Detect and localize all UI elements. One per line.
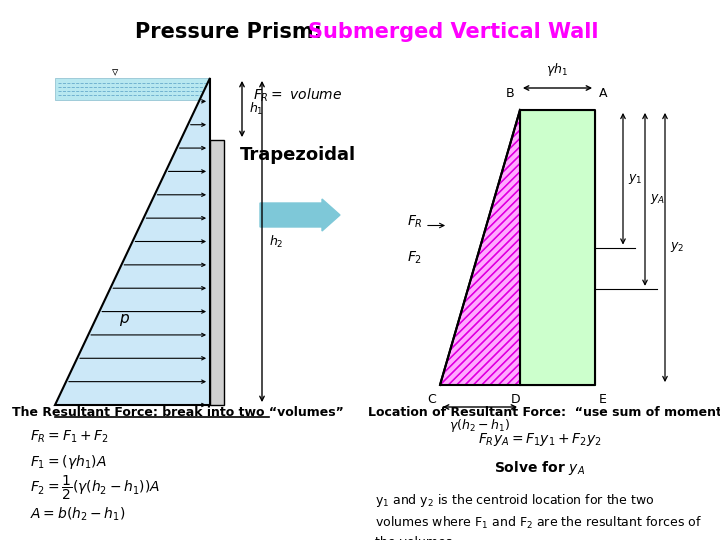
Text: $A = b(h_2 - h_1)$: $A = b(h_2 - h_1)$	[30, 505, 125, 523]
Text: $y_2$: $y_2$	[670, 240, 684, 254]
Text: $\triangledown$: $\triangledown$	[111, 66, 119, 79]
Text: $\gamma h_1$: $\gamma h_1$	[546, 61, 569, 78]
Text: $p$: $p$	[120, 312, 130, 328]
Text: C: C	[427, 393, 436, 406]
Text: E: E	[599, 393, 607, 406]
Text: $h_2$: $h_2$	[269, 233, 284, 249]
Text: $\gamma(h_2 - h_1)$: $\gamma(h_2 - h_1)$	[449, 417, 510, 434]
Text: Location of Resultant Force:  “use sum of moments”: Location of Resultant Force: “use sum of…	[368, 406, 720, 419]
Text: B: B	[505, 87, 514, 100]
Text: $y_1$: $y_1$	[628, 172, 642, 186]
Text: $F_R = F_1 + F_2$: $F_R = F_1 + F_2$	[30, 429, 109, 445]
Text: Submerged Vertical Wall: Submerged Vertical Wall	[308, 22, 598, 42]
Text: $F_2$: $F_2$	[408, 249, 423, 266]
Text: The Resultant Force: break into two “volumes”: The Resultant Force: break into two “vol…	[12, 406, 343, 419]
Text: $F_R$: $F_R$	[407, 213, 423, 230]
Text: Pressure Prism:: Pressure Prism:	[135, 22, 336, 42]
Polygon shape	[520, 110, 595, 385]
Polygon shape	[55, 78, 210, 405]
Text: $F_2 = \dfrac{1}{2}(\gamma(h_2 - h_1))A$: $F_2 = \dfrac{1}{2}(\gamma(h_2 - h_1))A$	[30, 474, 161, 502]
Text: $F_{R}y_A = F_1y_1 + F_2y_2$: $F_{R}y_A = F_1y_1 + F_2y_2$	[478, 431, 602, 449]
Polygon shape	[210, 140, 224, 405]
Text: $F_R =$ volume: $F_R =$ volume	[253, 86, 343, 104]
Text: $F_1 = (\gamma h_1)A$: $F_1 = (\gamma h_1)A$	[30, 453, 107, 471]
Polygon shape	[55, 78, 210, 100]
Text: $h_1$: $h_1$	[249, 101, 264, 117]
Text: A: A	[599, 87, 608, 100]
Text: D: D	[511, 393, 521, 406]
Polygon shape	[440, 110, 520, 385]
Text: y$_1$ and y$_2$ is the centroid location for the two
volumes where F$_1$ and F$_: y$_1$ and y$_2$ is the centroid location…	[375, 492, 702, 540]
Text: Trapezoidal: Trapezoidal	[240, 146, 356, 164]
Text: $y_A$: $y_A$	[650, 192, 665, 206]
Text: Solve for $y_A$: Solve for $y_A$	[495, 459, 585, 477]
FancyArrow shape	[260, 199, 340, 231]
